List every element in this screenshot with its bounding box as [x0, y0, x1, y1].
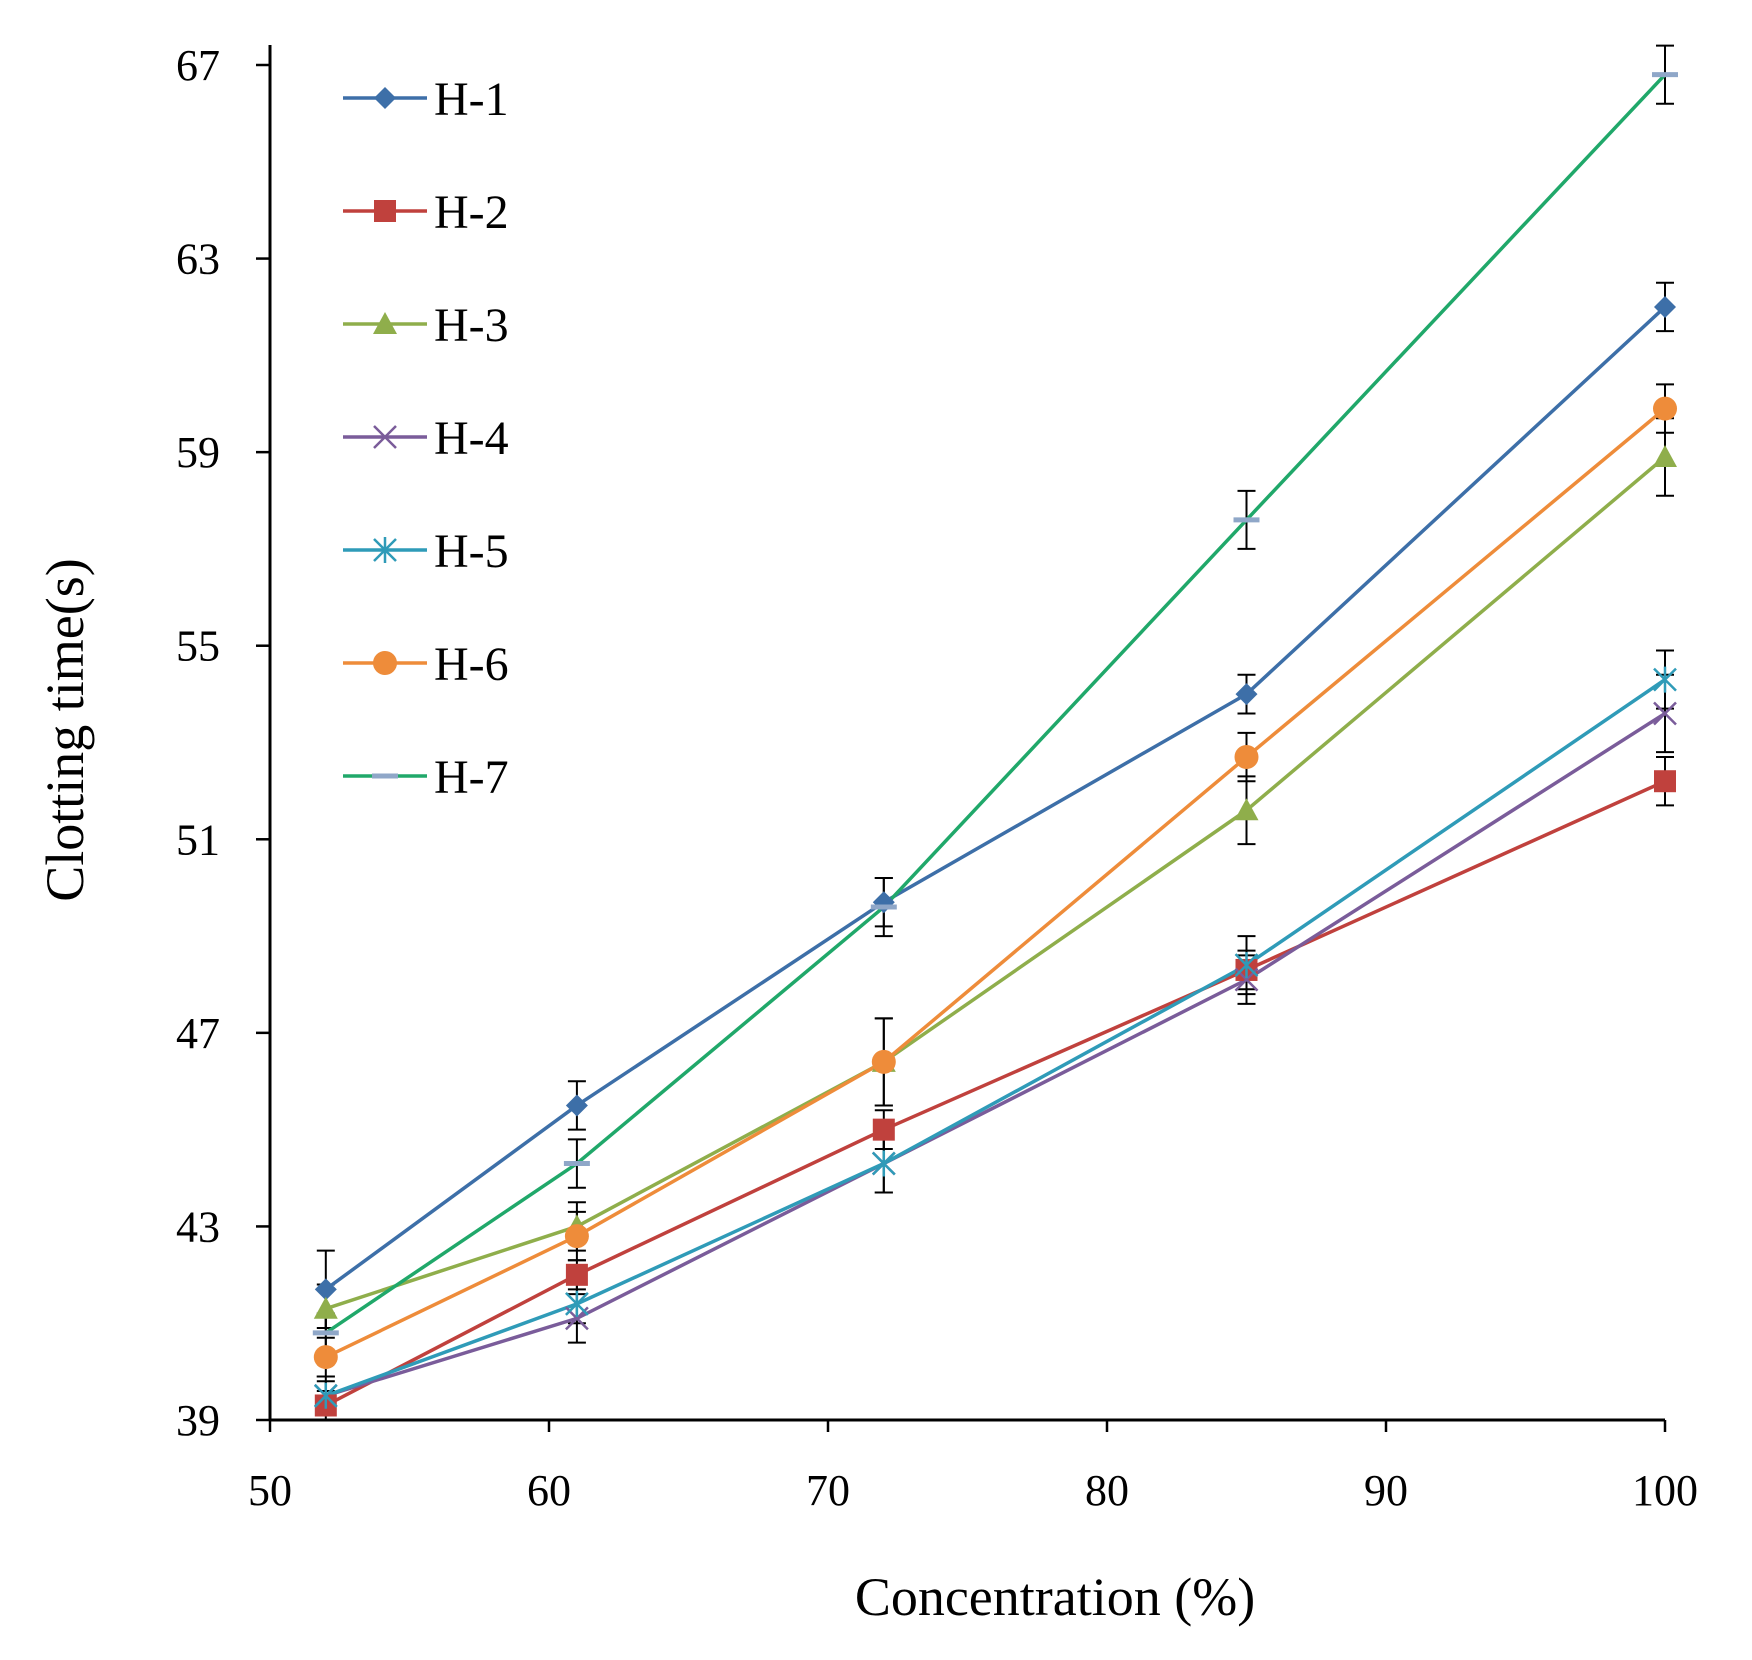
data-point-h-2: [565, 1263, 588, 1286]
data-point-h-6: [1653, 396, 1677, 421]
legend-label: H-6: [434, 638, 509, 691]
data-point-h-5: [1653, 666, 1677, 693]
y-tick-label: 51: [176, 815, 220, 864]
legend: H-1 H-2 H-3 H-4 H-5 H-6 H-7: [343, 73, 509, 804]
data-point-h-2: [872, 1118, 895, 1141]
y-tick-label: 39: [176, 1396, 220, 1445]
legend-marker: [373, 651, 397, 675]
data-point-h-1: [1235, 683, 1258, 706]
legend-item-h-7: H-7: [343, 751, 509, 804]
legend-item-h-2: H-2: [343, 186, 509, 239]
data-point-h-2: [1654, 770, 1676, 793]
axes: [268, 45, 1665, 1422]
x-tick-label: 50: [248, 1466, 292, 1515]
legend-item-h-6: H-6: [343, 638, 509, 691]
data-point-h-5: [313, 1382, 338, 1409]
data-point-h-6: [1234, 745, 1259, 770]
y-tick-label: 43: [176, 1202, 220, 1251]
legend-marker: [373, 425, 397, 449]
legend-label: H-3: [434, 299, 509, 352]
legend-item-h-4: H-4: [343, 412, 509, 465]
y-tick-label: 67: [176, 41, 220, 90]
series-line-h-6: [325, 407, 1667, 1359]
data-point-h-6: [564, 1224, 589, 1249]
data-point-h-6: [313, 1345, 338, 1370]
y-tick-label: 59: [176, 428, 220, 477]
x-ticks: 50 60 70 80 90 100: [248, 1420, 1698, 1515]
error-bars: [316, 44, 1674, 1421]
x-tick-label: 70: [806, 1466, 850, 1515]
legend-label: H-1: [434, 73, 509, 126]
y-axis-title: Clotting time(s): [35, 558, 95, 902]
data-point-h-3: [313, 1296, 338, 1319]
legend-marker: [374, 200, 396, 222]
x-tick-label: 60: [527, 1466, 571, 1515]
legend-label: H-4: [434, 412, 509, 465]
data-point-h-5: [565, 1290, 589, 1317]
x-tick-label: 90: [1364, 1466, 1408, 1515]
series-line-h-3: [325, 455, 1667, 1311]
y-tick-label: 63: [176, 235, 220, 284]
x-tick-label: 80: [1085, 1466, 1129, 1515]
x-axis-title: Concentration (%): [855, 1567, 1255, 1627]
legend-marker: [373, 312, 397, 334]
series-markers: [312, 72, 1678, 1417]
x-tick-label: 100: [1632, 1466, 1698, 1515]
data-point-h-1: [565, 1094, 588, 1117]
y-ticks: 39 43 47 51 55 59 63 67: [176, 41, 270, 1445]
data-point-h-5: [1234, 952, 1259, 979]
legend-item-h-3: H-3: [343, 299, 509, 352]
data-point-h-6: [871, 1049, 896, 1074]
y-tick-label: 55: [176, 622, 220, 671]
series-lines: [324, 73, 1667, 1408]
legend-label: H-7: [434, 751, 509, 804]
data-point-h-3: [1653, 444, 1677, 467]
series-line-h-2: [324, 779, 1666, 1408]
legend-item-h-1: H-1: [343, 73, 509, 126]
y-tick-label: 47: [176, 1009, 220, 1058]
data-point-h-3: [1234, 798, 1259, 821]
data-point-h-4: [1653, 701, 1677, 726]
legend-item-h-5: H-5: [343, 525, 509, 578]
legend-marker: [374, 87, 396, 109]
legend-label: H-2: [434, 186, 509, 239]
data-point-h-1: [314, 1278, 337, 1301]
data-point-h-1: [1654, 295, 1676, 318]
legend-label: H-5: [434, 525, 509, 578]
legend-marker: [373, 537, 397, 563]
data-point-h-1: [872, 891, 895, 914]
data-point-h-5: [871, 1150, 896, 1177]
series-line-h-1: [324, 305, 1667, 1291]
